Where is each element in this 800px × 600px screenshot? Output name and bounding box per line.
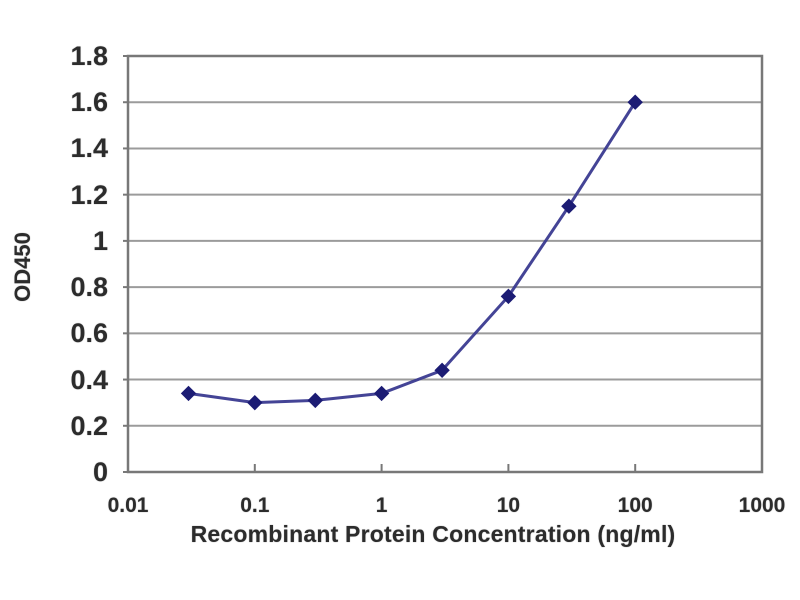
data-point-marker [434,362,450,379]
y-tick-label: 0.4 [70,364,108,395]
y-tick-label: 1.8 [70,41,108,71]
y-tick-label: 1.4 [70,133,108,164]
data-point-marker [247,394,263,411]
data-point-marker [373,385,390,402]
x-tick-label: 10 [496,494,521,517]
series-line [186,100,637,405]
y-tick-label: 0.2 [70,410,108,441]
x-tick-label: 100 [617,494,653,517]
x-tick-label: 0.01 [107,494,149,517]
x-axis-title: Recombinant Protein Concentration (ng/ml… [190,521,676,547]
y-tick-label: 1.2 [70,179,108,210]
data-point-marker [561,198,577,214]
plot-border [126,54,764,474]
data-point-marker [307,392,324,409]
y-tick-label: 0.8 [70,272,108,303]
x-tick-label: 1 [375,494,388,517]
data-point-marker [180,385,197,402]
x-tick-label: 1000 [738,494,786,517]
x-tick-label: 0.1 [240,494,270,517]
data-point-marker [500,288,517,305]
y-axis-title: OD450 [10,232,35,302]
y-tick-label: 0 [92,457,108,487]
y-tick-label: 1.6 [70,87,108,118]
y-tick-label: 0.6 [70,318,108,349]
y-tick-label: 1 [92,225,108,256]
data-point-marker [627,94,643,110]
